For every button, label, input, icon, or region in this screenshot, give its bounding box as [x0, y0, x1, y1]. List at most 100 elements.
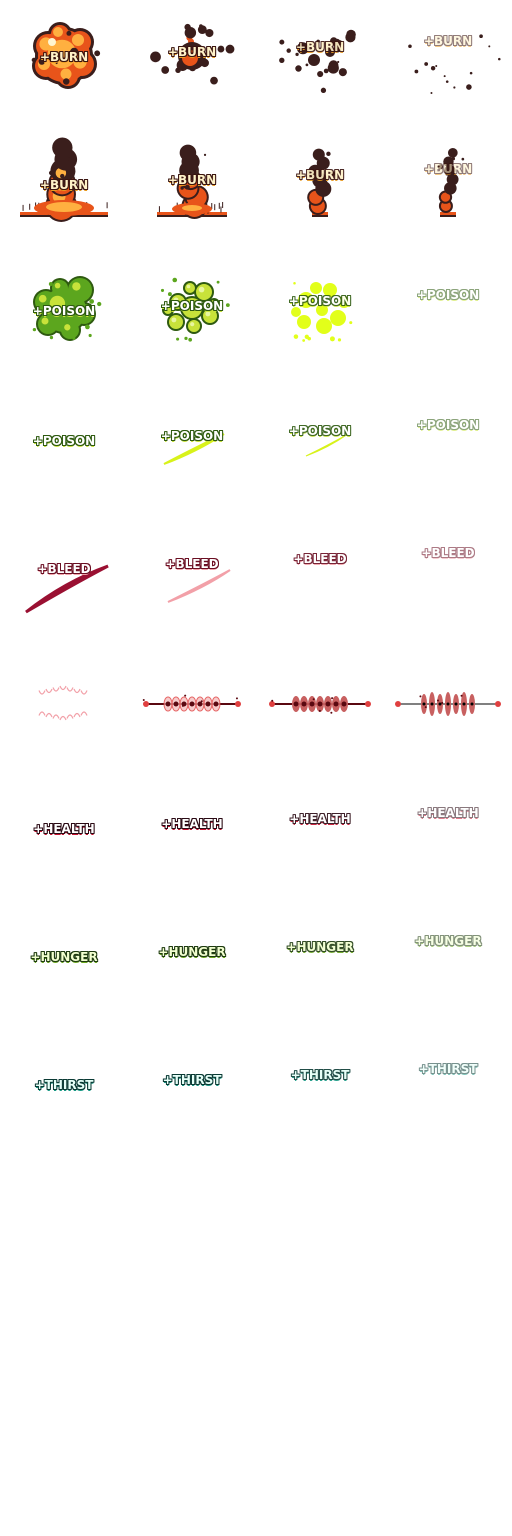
hunger-fx-2: [128, 896, 256, 1024]
burn-fire-fx-1: [20, 137, 108, 222]
burn-fire-frame-3: +BURN: [256, 128, 384, 256]
poison-slash-frame-3: +POISON: [256, 384, 384, 512]
hunger-frame-3: +HUNGER: [256, 896, 384, 1024]
bleed-slash-fx-4: [384, 512, 512, 640]
bleed-bite-frame-4: [384, 640, 512, 768]
bleed-slash-frame-1: +BLEED: [0, 512, 128, 640]
poison-slash-label: +POISON: [416, 418, 480, 432]
bleed-slash-label: +BLEED: [165, 557, 219, 571]
poison-cloud-frame-4: +POISON: [384, 256, 512, 384]
thirst-frame-2: +THIRST: [128, 1024, 256, 1152]
bleed-bite-fx-4: [395, 692, 501, 716]
bleed-slash-frame-3: +BLEED: [256, 512, 384, 640]
burn-fire-fx-3: [307, 148, 336, 217]
bleed-bite-fx-1: [38, 685, 88, 721]
bleed-slash-fx-1: [25, 564, 109, 614]
hunger-frame-4: +HUNGER: [384, 896, 512, 1024]
poison-cloud-label: +POISON: [160, 299, 224, 313]
thirst-frame-3: +THIRST: [256, 1024, 384, 1152]
hunger-fx-3: [256, 896, 384, 1024]
burn-explosion-frame-3: +BURN: [256, 0, 384, 128]
burn-explosion-fx-1: [31, 22, 101, 89]
health-label: +HEALTH: [33, 822, 95, 836]
hunger-label: +HUNGER: [158, 945, 226, 959]
poison-slash-label: +POISON: [32, 434, 96, 448]
health-frame-4: +HEALTH: [384, 768, 512, 896]
thirst-label: +THIRST: [34, 1078, 94, 1092]
burn-explosion-label: +BURN: [167, 45, 217, 59]
poison-slash-fx-2: [163, 433, 225, 465]
bleed-bite-fx-2: [142, 694, 241, 712]
hunger-label: +HUNGER: [414, 934, 482, 948]
bleed-bite-frame-3: [256, 640, 384, 768]
burn-fire-frame-1: +BURN: [0, 128, 128, 256]
burn-explosion-fx-3: [279, 29, 356, 93]
poison-cloud-label: +POISON: [32, 304, 96, 318]
poison-cloud-fx-1: [32, 276, 102, 341]
poison-cloud-fx-3: [291, 281, 353, 342]
bleed-slash-fx-3: [256, 512, 384, 640]
thirst-label: +THIRST: [290, 1068, 350, 1082]
health-label: +HEALTH: [289, 812, 351, 826]
poison-cloud-frame-1: +POISON: [0, 256, 128, 384]
burn-explosion-fx-2: [150, 23, 235, 85]
health-label: +HEALTH: [161, 817, 223, 831]
poison-slash-fx-1: [0, 384, 128, 512]
health-frame-1: +HEALTH: [0, 768, 128, 896]
hunger-fx-4: [384, 896, 512, 1024]
thirst-frame-1: +THIRST: [0, 1024, 128, 1152]
burn-fire-label: +BURN: [39, 178, 89, 192]
bleed-slash-label: +BLEED: [293, 552, 347, 566]
bleed-slash-frame-2: +BLEED: [128, 512, 256, 640]
poison-slash-fx-3: [305, 433, 349, 457]
health-frame-3: +HEALTH: [256, 768, 384, 896]
poison-cloud-fx-2: [160, 277, 230, 342]
health-frame-2: +HEALTH: [128, 768, 256, 896]
bleed-bite-fx-3: [269, 696, 371, 714]
burn-explosion-frame-4: +BURN: [384, 0, 512, 128]
poison-cloud-frame-2: +POISON: [128, 256, 256, 384]
burn-fire-frame-4: +BURN: [384, 128, 512, 256]
poison-slash-frame-2: +POISON: [128, 384, 256, 512]
burn-fire-fx-4: [437, 148, 465, 217]
hunger-frame-2: +HUNGER: [128, 896, 256, 1024]
hunger-label: +HUNGER: [286, 940, 354, 954]
poison-cloud-label: +POISON: [288, 294, 352, 308]
health-fx-3: [256, 768, 384, 896]
bleed-bite-frame-2: [128, 640, 256, 768]
thirst-frame-4: +THIRST: [384, 1024, 512, 1152]
burn-explosion-frame-1: +BURN: [0, 0, 128, 128]
burn-fire-label: +BURN: [295, 168, 345, 182]
poison-slash-frame-1: +POISON: [0, 384, 128, 512]
thirst-label: +THIRST: [418, 1062, 478, 1076]
burn-explosion-frame-2: +BURN: [128, 0, 256, 128]
bleed-slash-frame-4: +BLEED: [384, 512, 512, 640]
bleed-slash-label: +BLEED: [421, 546, 475, 560]
burn-explosion-label: +BURN: [423, 34, 473, 48]
bleed-bite-frame-1: [0, 640, 128, 768]
health-fx-4: [384, 768, 512, 896]
bleed-slash-label: +BLEED: [37, 562, 91, 576]
burn-fire-frame-2: +BURN: [128, 128, 256, 256]
poison-cloud-fx-4: [384, 256, 512, 384]
burn-fire-label: +BURN: [423, 162, 473, 176]
hunger-label: +HUNGER: [30, 950, 98, 964]
health-label: +HEALTH: [417, 806, 479, 820]
thirst-fx-4: [384, 1024, 512, 1152]
hunger-frame-1: +HUNGER: [0, 896, 128, 1024]
thirst-fx-2: [128, 1024, 256, 1152]
thirst-fx-3: [256, 1024, 384, 1152]
burn-explosion-label: +BURN: [39, 50, 89, 64]
poison-cloud-frame-3: +POISON: [256, 256, 384, 384]
poison-slash-fx-4: [384, 384, 512, 512]
poison-slash-label: +POISON: [160, 429, 224, 443]
poison-slash-label: +POISON: [288, 424, 352, 438]
poison-cloud-label: +POISON: [416, 288, 480, 302]
burn-explosion-label: +BURN: [295, 40, 345, 54]
poison-slash-frame-4: +POISON: [384, 384, 512, 512]
burn-fire-label: +BURN: [167, 173, 217, 187]
thirst-label: +THIRST: [162, 1073, 222, 1087]
bleed-slash-fx-2: [167, 569, 231, 603]
health-fx-2: [128, 768, 256, 896]
